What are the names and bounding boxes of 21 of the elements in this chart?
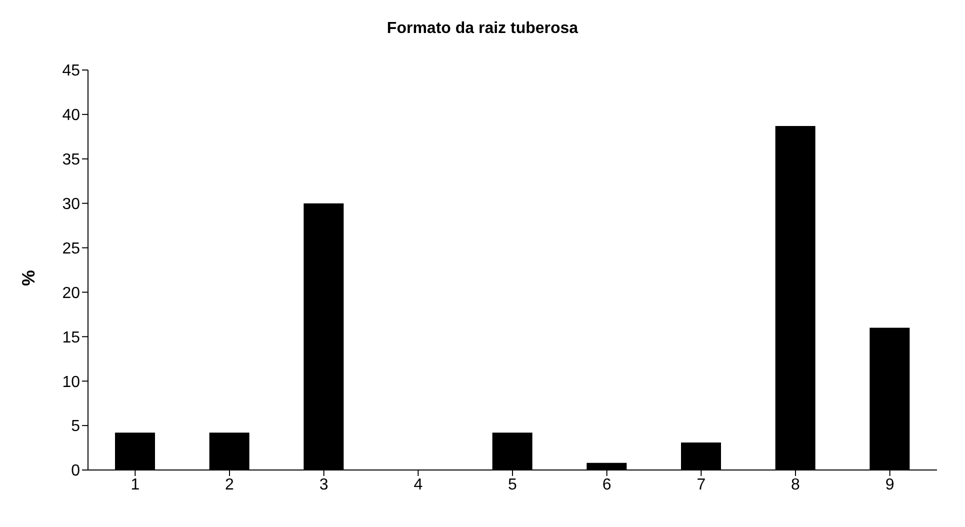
x-tick-label: 3: [319, 476, 328, 494]
y-tick-label: 5: [71, 418, 80, 436]
x-tick-label: 7: [696, 476, 706, 494]
x-tick-label: 1: [130, 476, 140, 494]
y-tick-label: 15: [62, 329, 80, 346]
x-tick-label: 5: [508, 476, 518, 494]
x-tick-label: 9: [885, 476, 894, 494]
y-tick-label: 30: [62, 196, 80, 214]
y-axis-title: %: [18, 270, 38, 286]
x-tick-label: 4: [414, 476, 423, 494]
y-tick-label: 10: [62, 374, 80, 391]
y-tick-label: 25: [62, 240, 80, 258]
x-tick-label: 2: [225, 476, 234, 494]
y-tick-label: 40: [62, 107, 80, 124]
y-tick-label: 35: [62, 152, 80, 169]
y-tick-label: 20: [62, 284, 80, 302]
y-tick-label: 0: [71, 462, 80, 480]
chart-title: Formato da raiz tuberosa: [386, 19, 580, 39]
x-tick-label: 8: [791, 476, 800, 494]
x-tick-label: 6: [602, 476, 612, 494]
y-tick-label: 45: [62, 62, 80, 80]
